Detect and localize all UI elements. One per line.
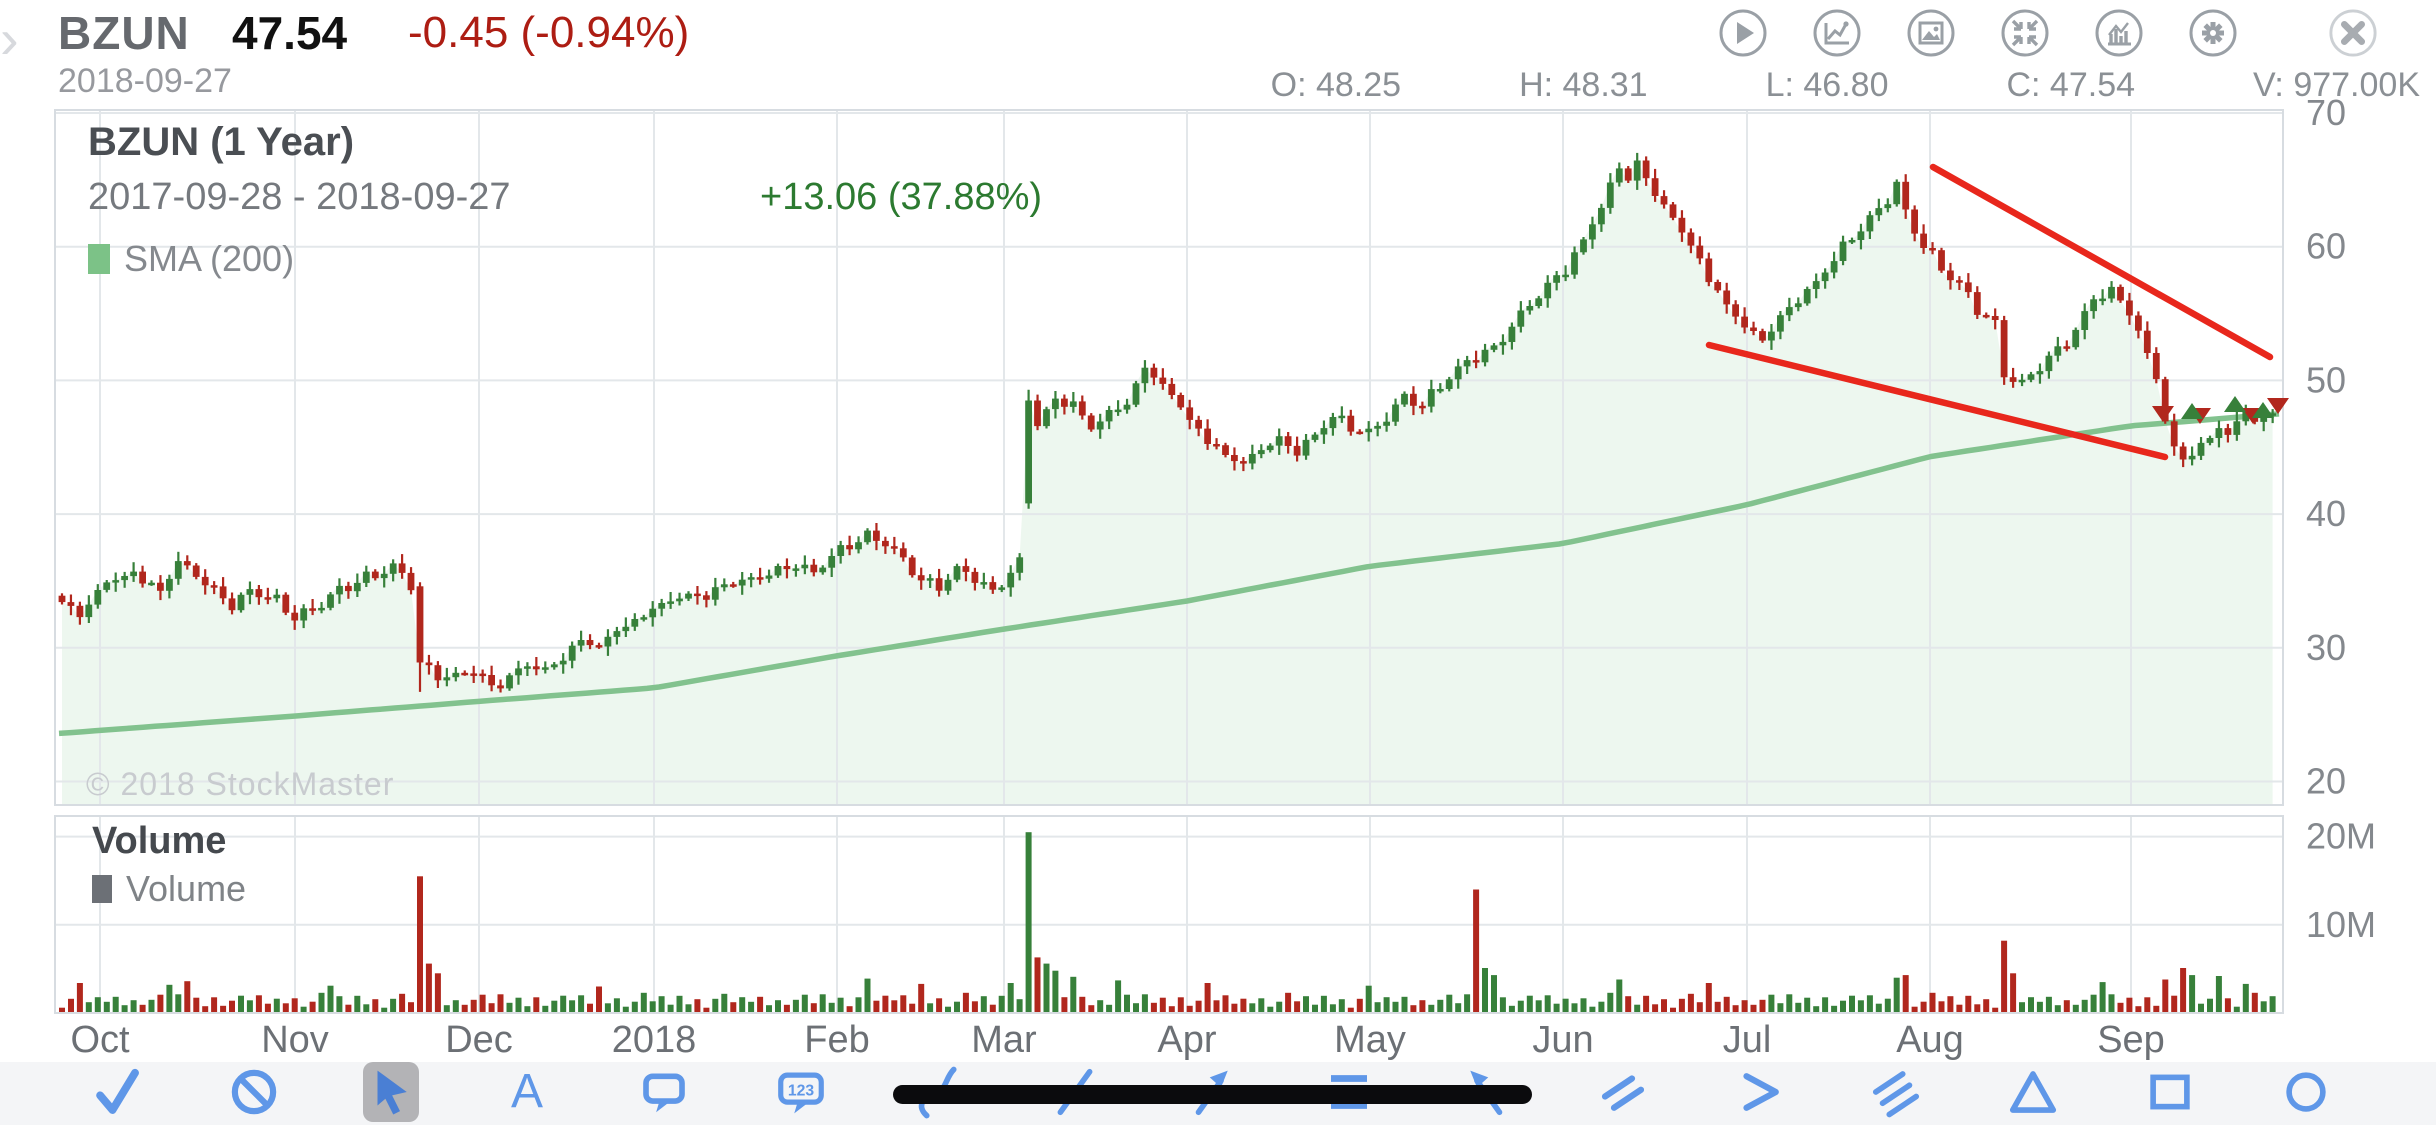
y-axis-labels: 70 60 50 40 30 20 20M 10M	[2306, 92, 2376, 945]
grid-lines	[54, 109, 2284, 1014]
svg-text:50: 50	[2306, 359, 2346, 400]
svg-text:Oct: Oct	[70, 1019, 130, 1061]
signal-markers[interactable]	[2152, 396, 2289, 424]
x-axis-labels: Oct Nov Dec 2018 Feb Mar Apr May Jun Jul Aug Sep	[70, 1019, 2164, 1061]
svg-text:2018: 2018	[612, 1019, 697, 1061]
svg-text:Jun: Jun	[1532, 1019, 1593, 1061]
svg-text:20M: 20M	[2306, 816, 2376, 857]
ohlcv-readout: O: 48.25 H: 48.31 L: 46.80 C: 47.54 V: 9…	[1271, 66, 2420, 105]
svg-text:Feb: Feb	[804, 1019, 869, 1061]
volume-legend: Volume	[92, 868, 246, 910]
ticker-symbol[interactable]: BZUN	[58, 7, 190, 59]
chart-period-change: +13.06 (37.88%)	[760, 176, 1043, 218]
svg-text:Sep: Sep	[2097, 1019, 2165, 1061]
volume-swatch	[92, 875, 112, 903]
play-icon[interactable]	[1718, 8, 1768, 58]
rectangle-tool-icon[interactable]	[2142, 1062, 2198, 1122]
sma-legend: SMA (200)	[88, 238, 294, 280]
svg-text:70: 70	[2306, 92, 2346, 133]
collapse-icon[interactable]	[2000, 8, 2050, 58]
svg-text:Nov: Nov	[261, 1019, 329, 1061]
sma-line	[58, 411, 2280, 737]
settings-gear-icon[interactable]	[2188, 8, 2238, 58]
disable-icon[interactable]	[226, 1062, 282, 1122]
line-chart-icon[interactable]	[1812, 8, 1862, 58]
svg-text:Aug: Aug	[1896, 1019, 1964, 1061]
volume-legend-label: Volume	[126, 868, 247, 909]
svg-text:60: 60	[2306, 226, 2346, 267]
volume-pane-title: Volume	[92, 820, 227, 862]
open-value: O: 48.25	[1270, 66, 1402, 104]
callout-icon[interactable]	[636, 1062, 692, 1122]
snapshot-icon[interactable]	[1906, 8, 1956, 58]
ellipse-tool-icon[interactable]	[2278, 1062, 2334, 1122]
quote-date: 2018-09-27	[58, 62, 232, 100]
svg-text:Dec: Dec	[445, 1019, 513, 1061]
svg-text:Mar: Mar	[971, 1019, 1037, 1061]
high-value: H: 48.31	[1519, 66, 1648, 104]
header-toolbar	[1718, 8, 2238, 58]
text-tool-icon[interactable]: A	[510, 1065, 543, 1118]
volume-chart-icon[interactable]	[2094, 8, 2144, 58]
svg-text:30: 30	[2306, 627, 2346, 668]
chart-date-range: 2017-09-28 - 2018-09-27	[88, 176, 511, 218]
volume-bars	[59, 832, 2276, 1012]
low-value: L: 46.80	[1765, 66, 1889, 104]
price-change: -0.45 (-0.94%)	[408, 8, 690, 57]
close-icon[interactable]	[2328, 8, 2378, 58]
svg-text:Jul: Jul	[1723, 1019, 1772, 1061]
price-area-fill	[62, 160, 2273, 805]
parallel-lines-icon[interactable]	[1595, 1062, 1651, 1122]
svg-text:40: 40	[2306, 493, 2346, 534]
confirm-check-icon[interactable]	[89, 1062, 145, 1122]
drawn-trendlines[interactable]	[1705, 163, 2274, 461]
chart-title: BZUN (1 Year)	[88, 120, 355, 164]
cursor-tool-icon[interactable]	[363, 1062, 419, 1122]
last-price: 47.54	[232, 7, 348, 59]
volume-value: V: 977.00K	[2253, 66, 2420, 104]
svg-text:10M: 10M	[2306, 904, 2376, 945]
svg-text:Apr: Apr	[1157, 1019, 1216, 1061]
numeric-callout-icon[interactable]: 123	[773, 1062, 829, 1122]
sma-swatch	[88, 244, 110, 274]
parallel-channel-icon[interactable]	[1868, 1062, 1924, 1122]
svg-text:May: May	[1334, 1019, 1406, 1061]
watermark: © 2018 StockMaster	[86, 766, 395, 802]
sma-legend-label: SMA (200)	[124, 238, 295, 279]
home-indicator[interactable]	[893, 1085, 1532, 1104]
triangle-tool-icon[interactable]	[2005, 1062, 2061, 1122]
back-chevron-icon[interactable]: ›	[0, 7, 19, 70]
close-value: C: 47.54	[2006, 66, 2136, 104]
candles[interactable]	[58, 152, 2276, 693]
svg-text:20: 20	[2306, 761, 2346, 802]
svg-text:123: 123	[788, 1082, 815, 1099]
angle-tool-icon[interactable]	[1732, 1062, 1788, 1122]
